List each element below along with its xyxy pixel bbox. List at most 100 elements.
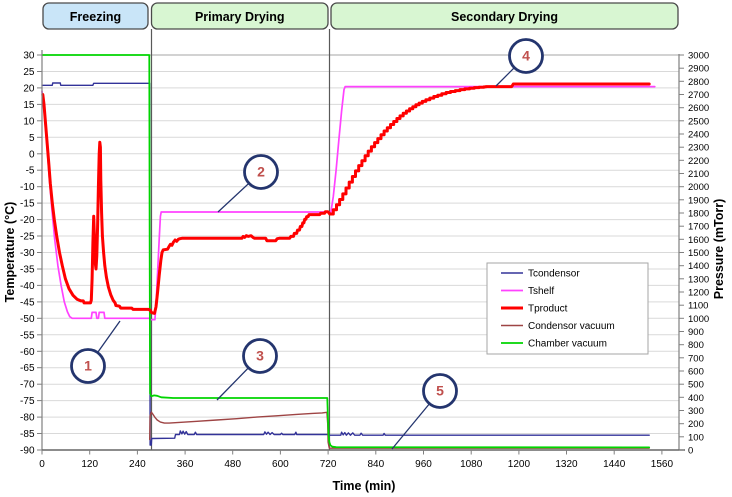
svg-text:2700: 2700 xyxy=(688,90,709,101)
svg-text:10: 10 xyxy=(23,116,35,127)
svg-text:2300: 2300 xyxy=(688,143,709,154)
phase-label-primary-drying: Primary Drying xyxy=(195,10,285,24)
svg-text:360: 360 xyxy=(177,459,194,470)
y-right-axis-title: Pressure (mTorr) xyxy=(712,199,726,300)
svg-text:1000: 1000 xyxy=(688,314,709,325)
svg-text:120: 120 xyxy=(81,459,98,470)
svg-text:-85: -85 xyxy=(20,429,35,440)
svg-text:-35: -35 xyxy=(20,265,35,276)
axis-ticks-and-labels: 302520151050-5-10-15-20-25-30-35-40-45-5… xyxy=(20,51,709,471)
svg-text:20: 20 xyxy=(23,83,35,94)
svg-text:960: 960 xyxy=(415,459,432,470)
svg-text:1200: 1200 xyxy=(508,459,531,470)
svg-text:Tproduct: Tproduct xyxy=(528,304,568,315)
svg-text:600: 600 xyxy=(272,459,289,470)
svg-text:1400: 1400 xyxy=(688,261,709,272)
svg-text:Tcondensor: Tcondensor xyxy=(528,269,580,280)
svg-text:200: 200 xyxy=(688,419,704,430)
annotation-circle-5: 5 xyxy=(422,373,458,409)
phase-headers: Freezing Primary Drying Secondary Drying xyxy=(42,2,679,30)
annotation-circle-3: 3 xyxy=(242,338,278,374)
svg-text:1900: 1900 xyxy=(688,195,709,206)
svg-text:1800: 1800 xyxy=(688,209,709,220)
svg-text:15: 15 xyxy=(23,100,35,111)
svg-text:-60: -60 xyxy=(20,347,35,358)
svg-text:3000: 3000 xyxy=(688,51,709,62)
svg-text:30: 30 xyxy=(23,51,35,62)
svg-text:300: 300 xyxy=(688,406,704,417)
svg-text:-20: -20 xyxy=(20,215,35,226)
svg-text:2000: 2000 xyxy=(688,182,709,193)
svg-text:2: 2 xyxy=(257,164,265,180)
svg-text:480: 480 xyxy=(224,459,241,470)
svg-text:840: 840 xyxy=(367,459,384,470)
svg-text:5: 5 xyxy=(436,383,444,399)
series-tproduct xyxy=(41,82,651,315)
svg-text:1600: 1600 xyxy=(688,235,709,246)
x-axis-title: Time (min) xyxy=(333,479,396,493)
svg-text:0: 0 xyxy=(29,149,35,160)
annotation-circle-2: 2 xyxy=(243,154,279,190)
svg-text:1300: 1300 xyxy=(688,274,709,285)
svg-text:-30: -30 xyxy=(20,248,35,259)
svg-text:1700: 1700 xyxy=(688,222,709,233)
svg-text:-15: -15 xyxy=(20,199,35,210)
svg-text:-45: -45 xyxy=(20,297,35,308)
svg-text:1100: 1100 xyxy=(688,301,708,312)
svg-text:5: 5 xyxy=(29,133,35,144)
svg-text:100: 100 xyxy=(688,432,704,443)
annotation-circle-1: 1 xyxy=(70,348,106,384)
plot-frame xyxy=(41,50,685,451)
svg-text:Tshelf: Tshelf xyxy=(528,286,554,297)
svg-text:500: 500 xyxy=(688,380,704,391)
series-chamber-vacuum xyxy=(41,54,651,449)
svg-text:Chamber vacuum: Chamber vacuum xyxy=(528,339,607,350)
phase-box-freezing xyxy=(42,2,149,30)
svg-text:-80: -80 xyxy=(20,413,35,424)
svg-text:-40: -40 xyxy=(20,281,35,292)
annotation-circle-4: 4 xyxy=(508,38,544,74)
svg-text:0: 0 xyxy=(39,459,45,470)
svg-text:1: 1 xyxy=(84,358,92,374)
y-left-axis-title: Temperature (°C) xyxy=(3,202,17,303)
svg-text:2800: 2800 xyxy=(688,77,709,88)
svg-text:-75: -75 xyxy=(20,396,35,407)
svg-text:1080: 1080 xyxy=(460,459,483,470)
svg-text:1560: 1560 xyxy=(651,459,674,470)
svg-text:2200: 2200 xyxy=(688,156,709,167)
svg-text:900: 900 xyxy=(688,327,704,338)
svg-text:1200: 1200 xyxy=(688,288,709,299)
gridlines xyxy=(42,54,679,434)
svg-text:Condensor vacuum: Condensor vacuum xyxy=(528,321,615,332)
phase-box-primary-drying xyxy=(150,2,329,30)
svg-text:4: 4 xyxy=(522,48,530,64)
svg-text:600: 600 xyxy=(688,367,704,378)
svg-text:2100: 2100 xyxy=(688,169,709,180)
svg-text:700: 700 xyxy=(688,353,704,364)
svg-text:240: 240 xyxy=(129,459,146,470)
svg-text:0: 0 xyxy=(688,446,693,457)
annotations: 1 2 3 4 5 xyxy=(70,38,544,450)
svg-text:-55: -55 xyxy=(20,330,35,341)
svg-text:-10: -10 xyxy=(20,182,35,193)
legend: Tcondensor Tshelf Tproduct Condensor vacuum… xyxy=(486,262,649,355)
svg-text:2900: 2900 xyxy=(688,64,709,75)
svg-text:-5: -5 xyxy=(26,166,35,177)
svg-text:2500: 2500 xyxy=(688,116,709,127)
svg-text:25: 25 xyxy=(23,67,35,78)
phase-label-secondary-drying: Secondary Drying xyxy=(451,10,558,24)
phase-dividers xyxy=(150,29,331,450)
svg-text:1440: 1440 xyxy=(603,459,626,470)
svg-text:-65: -65 xyxy=(20,363,35,374)
phase-box-secondary-drying xyxy=(330,2,679,30)
series-tcondensor xyxy=(41,82,650,446)
svg-text:800: 800 xyxy=(688,340,704,351)
svg-text:2600: 2600 xyxy=(688,103,709,114)
svg-text:-70: -70 xyxy=(20,380,35,391)
svg-text:-50: -50 xyxy=(20,314,35,325)
svg-text:3: 3 xyxy=(256,348,264,364)
svg-text:720: 720 xyxy=(320,459,337,470)
svg-text:400: 400 xyxy=(688,393,704,404)
svg-text:1500: 1500 xyxy=(688,248,709,259)
